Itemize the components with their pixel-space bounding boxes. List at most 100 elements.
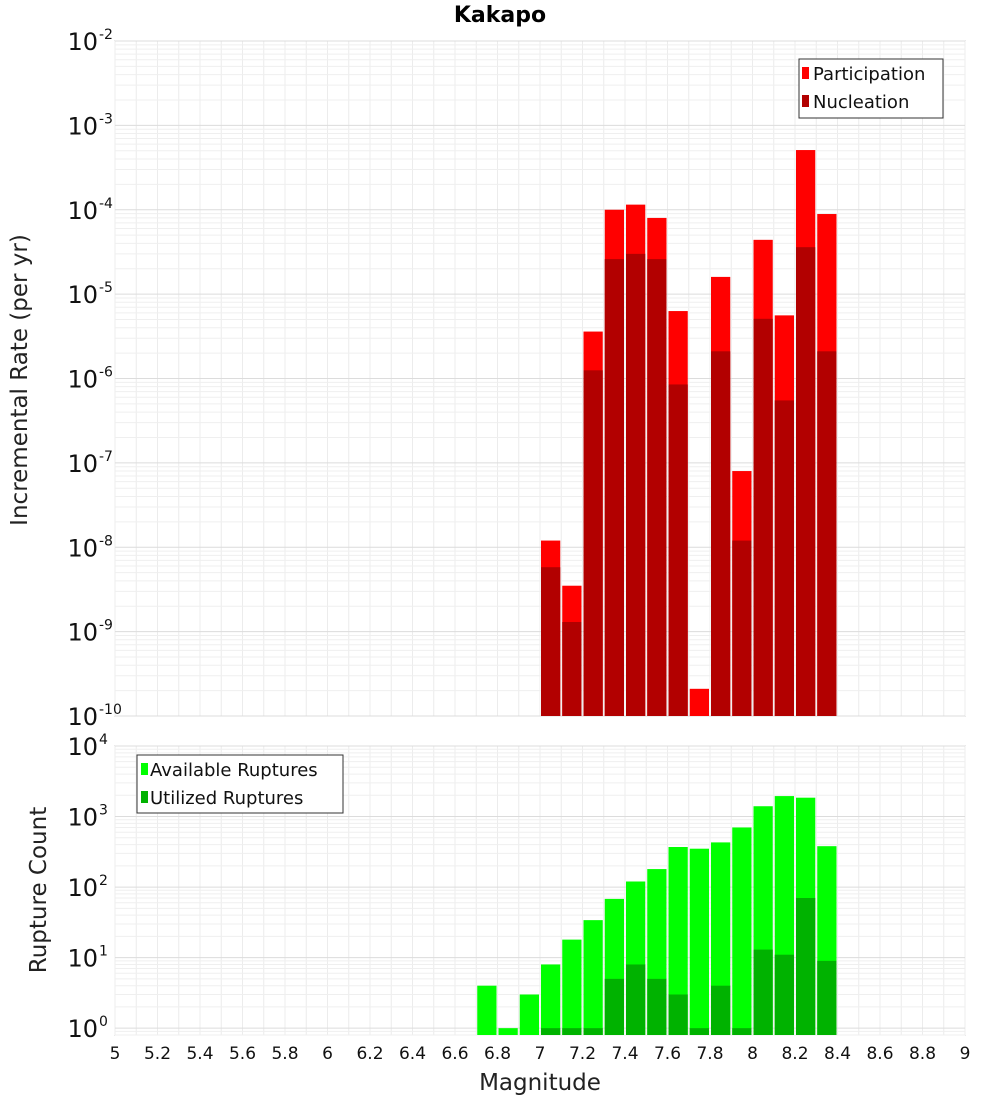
available-ruptures-bar (519, 994, 539, 1035)
bottom-y-tick-base: 10 (67, 804, 98, 832)
available-ruptures-bar (541, 964, 561, 1035)
bottom-y-tick-exponent: 2 (99, 873, 108, 889)
top-y-tick-exponent: -7 (99, 449, 113, 465)
utilized-ruptures-bar (541, 1028, 561, 1035)
x-tick-label: 6.6 (441, 1044, 468, 1064)
utilized-ruptures-bar (817, 960, 837, 1035)
top-grid (114, 40, 966, 717)
legend-participation: Participation (813, 64, 925, 85)
available-ruptures-bar (732, 827, 752, 1035)
x-tick-label: 8.8 (909, 1044, 936, 1064)
utilized-ruptures-bar (753, 949, 773, 1035)
participation-swatch (802, 67, 809, 79)
available-ruptures-bar (477, 985, 497, 1035)
utilized-ruptures-bar (732, 1028, 752, 1035)
nucleation-bar (626, 253, 646, 716)
top-y-tick-exponent: -6 (99, 365, 113, 381)
available-ruptures-bar (498, 1028, 518, 1035)
utilized-ruptures-bar (604, 978, 624, 1035)
nucleation-bar (774, 400, 794, 716)
utilized-ruptures-bar (689, 1028, 709, 1035)
nucleation-swatch (802, 95, 809, 107)
top-y-tick-base: 10 (67, 197, 98, 225)
bottom-legend-box (136, 754, 344, 814)
x-tick-label: 8.2 (781, 1044, 808, 1064)
top-y-tick-base: 10 (67, 281, 98, 309)
x-tick-label: 7.4 (611, 1044, 638, 1064)
x-tick-label: 5.8 (271, 1044, 298, 1064)
top-y-tick-base: 10 (67, 534, 98, 562)
available-swatch (141, 763, 148, 775)
bottom-bars (477, 796, 837, 1035)
x-tick-label: 5.4 (186, 1044, 213, 1064)
top-y-tick-base: 10 (67, 703, 98, 731)
chart-title: Kakapo (454, 3, 546, 28)
top-legend: Participation Nucleation (798, 58, 944, 119)
nucleation-bar (647, 259, 667, 716)
x-tick-label: 8.6 (866, 1044, 893, 1064)
bottom-y-tick-exponent: 3 (99, 803, 108, 819)
x-tick-label: 8.4 (824, 1044, 851, 1064)
bottom-legend: Available Ruptures Utilized Ruptures (136, 754, 344, 814)
x-axis-label: Magnitude (479, 1070, 601, 1096)
bottom-y-tick-base: 10 (67, 1015, 98, 1043)
top-y-tick-base: 10 (67, 450, 98, 478)
top-y-tick-exponent: -4 (99, 196, 113, 212)
top-y-tick-exponent: -10 (99, 702, 122, 718)
top-legend-box (798, 58, 944, 119)
x-tick-label: 6 (322, 1044, 333, 1064)
bottom-y-tick-base: 10 (67, 945, 98, 973)
x-tick-label: 7.2 (569, 1044, 596, 1064)
bottom-y-axis-label: Rupture Count (26, 807, 52, 973)
participation-bar (689, 688, 709, 716)
bottom-y-tick-exponent: 1 (99, 944, 108, 960)
available-ruptures-bar (689, 848, 709, 1035)
nucleation-bar (668, 384, 688, 716)
top-y-tick-base: 10 (67, 366, 98, 394)
x-tick-label: 7.6 (654, 1044, 681, 1064)
top-y-tick-exponent: -9 (99, 618, 113, 634)
x-tick-label: 6.2 (356, 1044, 383, 1064)
x-tick-label: 5.6 (229, 1044, 256, 1064)
top-bars (541, 150, 837, 717)
nucleation-bar (711, 351, 731, 716)
utilized-ruptures-bar (668, 994, 688, 1035)
legend-available: Available Ruptures (150, 760, 318, 781)
nucleation-bar (604, 259, 624, 716)
top-y-tick-base: 10 (67, 28, 98, 56)
x-tick-label: 9 (960, 1044, 971, 1064)
bottom-y-tick-exponent: 4 (99, 732, 108, 748)
utilized-ruptures-bar (774, 954, 794, 1035)
utilized-ruptures-bar (711, 985, 731, 1035)
available-ruptures-bar (668, 847, 688, 1035)
bottom-y-tick-base: 10 (67, 733, 98, 761)
available-ruptures-bar (583, 920, 603, 1035)
utilized-ruptures-bar (647, 978, 667, 1035)
utilized-ruptures-bar (583, 1028, 603, 1035)
x-tick-label: 7.8 (696, 1044, 723, 1064)
bottom-y-tick-base: 10 (67, 874, 98, 902)
utilized-ruptures-bar (562, 1028, 582, 1035)
x-tick-label: 7 (535, 1044, 546, 1064)
legend-utilized: Utilized Ruptures (150, 788, 303, 809)
x-tick-label: 6.4 (399, 1044, 426, 1064)
x-tick-label: 5.2 (144, 1044, 171, 1064)
top-y-tick-exponent: -3 (99, 111, 113, 127)
top-y-axis-label: Incremental Rate (per yr) (7, 234, 33, 526)
utilized-ruptures-bar (796, 898, 816, 1035)
nucleation-bar (583, 370, 603, 716)
nucleation-bar (817, 351, 837, 716)
x-tick-label: 8 (747, 1044, 758, 1064)
top-y-tick-exponent: -5 (99, 280, 113, 296)
nucleation-bar (732, 540, 752, 716)
x-tick-label: 6.8 (484, 1044, 511, 1064)
legend-nucleation: Nucleation (813, 92, 909, 113)
x-tick-label: 5 (110, 1044, 121, 1064)
top-y-tick-base: 10 (67, 112, 98, 140)
top-y-tick-exponent: -2 (99, 27, 113, 43)
nucleation-bar (796, 247, 816, 716)
top-y-tick-base: 10 (67, 619, 98, 647)
